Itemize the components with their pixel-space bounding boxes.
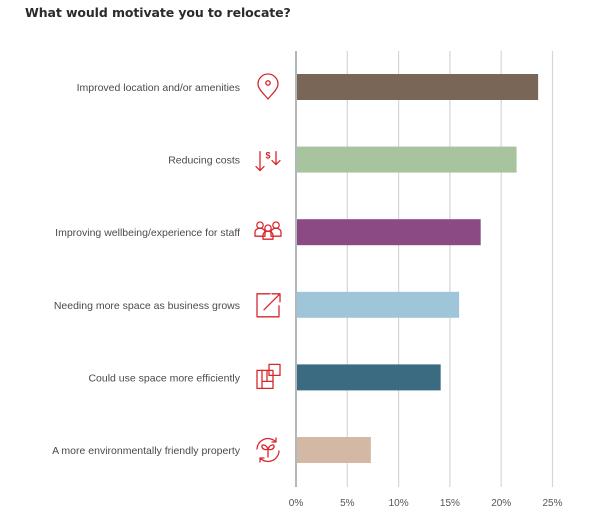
gridlines (295, 51, 554, 487)
people-group-icon (254, 221, 282, 240)
location-pin-icon (257, 73, 279, 100)
chart-title: What would motivate you to relocate? (25, 5, 291, 20)
category-label: Needing more space as business grows (54, 300, 240, 312)
bar (297, 146, 517, 173)
sustainability-plant-icon (256, 437, 280, 463)
svg-text:$: $ (265, 151, 270, 161)
cost-reduction-icon: $ (255, 151, 281, 172)
bar (297, 74, 539, 100)
category-labels: Improved location and/or amenities Reduci… (52, 82, 241, 457)
x-tick-label: 0% (289, 498, 304, 509)
bar (297, 219, 481, 246)
category-icons: $ (254, 73, 282, 463)
category-label: Reducing costs (168, 155, 240, 167)
bars (297, 74, 539, 463)
x-tick-label: 10% (389, 498, 409, 509)
category-label: Improved location and/or amenities (77, 82, 240, 94)
category-label: Could use space more efficiently (88, 372, 240, 384)
bar (297, 364, 441, 391)
x-tick-label: 25% (542, 498, 562, 509)
expand-arrow-icon (256, 293, 281, 318)
category-label: Improving wellbeing/experience for staff (55, 227, 240, 239)
bar (297, 437, 371, 463)
category-label: A more environmentally friendly property (52, 445, 241, 457)
x-tick-label: 15% (440, 498, 460, 509)
bar (297, 291, 460, 318)
x-tick-label: 5% (340, 498, 355, 509)
floorplan-icon (256, 363, 281, 390)
x-axis-tick-labels: 0% 5% 10% 15% 20% 25% (289, 498, 563, 509)
x-tick-label: 20% (491, 498, 511, 509)
